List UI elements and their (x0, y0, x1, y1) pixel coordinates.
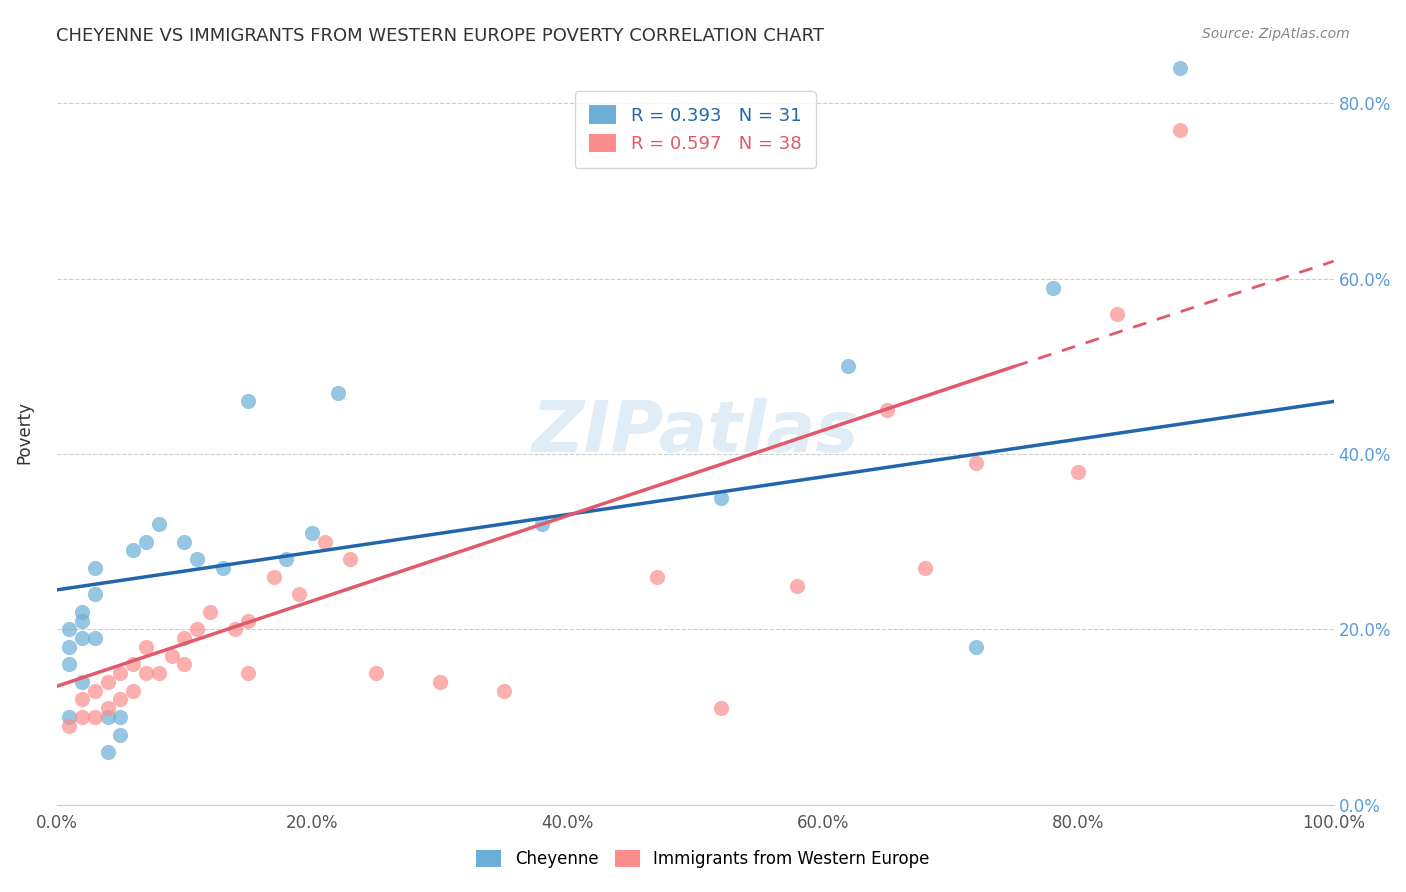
Point (84, 561, 107, 575)
Point (122, 657, 145, 672)
Point (837, 359, 859, 374)
Point (122, 543, 145, 558)
Point (84, 683, 107, 698)
Point (238, 394, 260, 409)
Legend: R = 0.393   N = 31, R = 0.597   N = 38: R = 0.393 N = 31, R = 0.597 N = 38 (575, 91, 815, 168)
Point (492, 683, 515, 698)
Point (288, 587, 311, 601)
Point (1042, 280, 1064, 294)
Point (84, 631, 107, 645)
Point (173, 534, 195, 549)
Point (135, 534, 157, 549)
Y-axis label: Poverty: Poverty (15, 401, 32, 464)
Point (70, 631, 93, 645)
Text: Source: ZipAtlas.com: Source: ZipAtlas.com (1202, 27, 1350, 41)
Point (110, 692, 132, 706)
Point (58, 710, 80, 724)
Point (110, 727, 132, 741)
Point (173, 631, 195, 645)
Point (135, 666, 157, 681)
Point (326, 385, 349, 400)
Point (1067, 465, 1090, 479)
Legend: Cheyenne, Immigrants from Western Europe: Cheyenne, Immigrants from Western Europe (470, 843, 936, 875)
Point (198, 605, 221, 619)
Point (97, 710, 120, 724)
Text: CHEYENNE VS IMMIGRANTS FROM WESTERN EUROPE POVERTY CORRELATION CHART: CHEYENNE VS IMMIGRANTS FROM WESTERN EURO… (56, 27, 824, 45)
Point (1170, 62, 1192, 76)
Point (148, 517, 170, 532)
Point (965, 456, 987, 470)
Point (97, 701, 120, 715)
Point (84, 710, 107, 724)
Point (914, 561, 936, 575)
Point (160, 648, 183, 663)
Point (186, 552, 208, 566)
Point (84, 587, 107, 601)
Point (339, 552, 361, 566)
Point (238, 666, 260, 681)
Point (965, 640, 987, 654)
Point (710, 701, 733, 715)
Point (58, 719, 80, 733)
Point (710, 491, 733, 505)
Point (186, 623, 208, 637)
Point (1170, 122, 1192, 136)
Point (70, 614, 93, 628)
Point (530, 517, 553, 532)
Point (110, 710, 132, 724)
Point (122, 683, 145, 698)
Point (58, 640, 80, 654)
Point (135, 640, 157, 654)
Point (263, 570, 285, 584)
Point (301, 525, 323, 540)
Point (110, 666, 132, 681)
Point (97, 675, 120, 690)
Point (58, 657, 80, 672)
Point (238, 614, 260, 628)
Point (786, 578, 808, 592)
Point (1105, 307, 1128, 321)
Point (314, 534, 336, 549)
Point (70, 692, 93, 706)
Point (645, 570, 668, 584)
Point (58, 623, 80, 637)
Point (429, 675, 451, 690)
Point (211, 561, 233, 575)
Point (173, 657, 195, 672)
Point (276, 552, 298, 566)
Point (70, 605, 93, 619)
Text: ZIPatlas: ZIPatlas (531, 398, 859, 467)
Point (224, 623, 246, 637)
Point (70, 675, 93, 690)
Point (97, 745, 120, 759)
Point (70, 710, 93, 724)
Point (876, 403, 898, 417)
Point (148, 666, 170, 681)
Point (364, 666, 387, 681)
